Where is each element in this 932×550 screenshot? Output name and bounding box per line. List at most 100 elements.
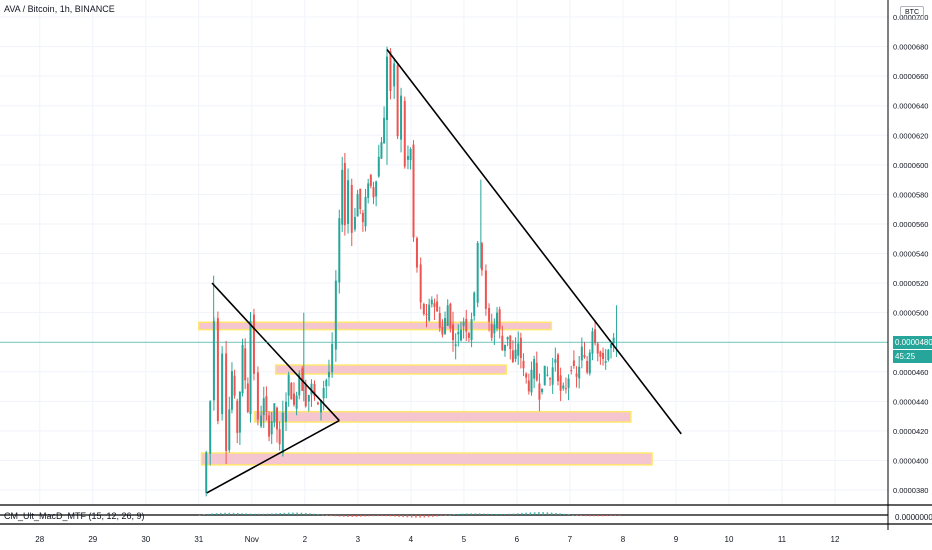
- candle-body: [594, 329, 597, 344]
- macd-bar: [372, 515, 375, 517]
- candle-body: [246, 383, 249, 412]
- zone-rect: [274, 364, 508, 375]
- macd-bar: [461, 513, 464, 515]
- grid: [0, 0, 888, 505]
- candle-body: [580, 346, 583, 361]
- currency-badge[interactable]: BTC: [900, 6, 924, 20]
- candle-body: [292, 393, 295, 405]
- candle-body: [470, 319, 473, 341]
- candle-body: [341, 169, 344, 225]
- candle-body: [256, 372, 259, 420]
- y-tick-label: 0.0000400: [893, 456, 928, 465]
- macd-bar: [482, 513, 485, 515]
- candle-body: [322, 387, 325, 399]
- candle-body: [325, 380, 328, 387]
- candle-body: [496, 312, 499, 329]
- candle-body: [506, 336, 509, 340]
- candle-body: [375, 181, 378, 197]
- trendlines[interactable]: [206, 49, 682, 494]
- candle-body: [604, 361, 607, 363]
- macd-bar: [478, 513, 481, 515]
- macd-bar: [393, 515, 396, 517]
- x-tick-label: 6: [515, 535, 520, 544]
- macd-bar: [376, 515, 379, 517]
- indicator-label[interactable]: CM_Ult_MacD_MTF (15, 12, 26, 9): [4, 511, 145, 521]
- candle-body: [459, 329, 462, 341]
- candle-body: [498, 309, 501, 329]
- candle-body: [446, 305, 449, 326]
- macd-bar: [432, 515, 434, 517]
- macd-bar: [555, 512, 557, 515]
- macd-bar: [287, 512, 290, 515]
- macd-bar: [470, 513, 472, 515]
- candle-body: [425, 314, 428, 316]
- candle-body: [612, 337, 615, 344]
- macd-bar: [605, 515, 608, 517]
- candle-body: [233, 375, 236, 396]
- candle-body: [205, 452, 208, 494]
- macd-bar: [368, 515, 371, 517]
- macd-bar: [444, 515, 447, 516]
- candle-body: [430, 299, 433, 305]
- candle-body: [567, 378, 570, 388]
- y-tick-label: 0.0000620: [893, 131, 928, 140]
- macd-bar: [601, 515, 604, 517]
- candle-body: [228, 409, 231, 451]
- macd-bar: [355, 515, 358, 517]
- macd-bar: [533, 512, 536, 515]
- macd-bar: [419, 515, 421, 518]
- macd-bar: [236, 513, 239, 515]
- candle-body: [428, 304, 431, 321]
- macd-bar: [232, 512, 235, 515]
- y-tick-label: 0.0000460: [893, 368, 928, 377]
- macd-bar: [529, 512, 532, 515]
- candle-body: [454, 344, 457, 347]
- macd-bar: [466, 513, 468, 515]
- candle-body: [327, 371, 330, 378]
- macd-bar: [364, 515, 366, 517]
- candle-body: [484, 270, 487, 309]
- x-tick-label: 29: [88, 535, 97, 544]
- candle-body: [307, 394, 310, 402]
- macd-bar: [563, 513, 566, 515]
- macd-bar: [406, 515, 409, 518]
- macd-bar: [279, 513, 281, 515]
- macd-bar: [338, 515, 341, 517]
- macd-bar: [504, 513, 506, 515]
- x-tick-label: 7: [568, 535, 573, 544]
- y-tick-label: 0.0000420: [893, 427, 928, 436]
- candle-body: [389, 51, 392, 91]
- candle-body: [350, 184, 353, 233]
- y-tick-label: 0.0000540: [893, 250, 928, 259]
- macd-bar: [343, 515, 345, 517]
- candle-body: [361, 212, 364, 223]
- candle-body: [444, 318, 447, 334]
- macd-bar: [330, 515, 332, 516]
- macd-bar: [385, 515, 388, 517]
- macd-bar: [292, 512, 294, 515]
- candle-body: [241, 345, 244, 394]
- candle-body: [262, 398, 265, 416]
- candle-body: [419, 264, 422, 303]
- candle-body: [467, 333, 470, 338]
- last-price-label: 0.0000480: [893, 336, 932, 350]
- candle-body: [230, 371, 233, 410]
- candle-body: [609, 344, 612, 348]
- macd-bar: [610, 515, 612, 516]
- macd-bar: [521, 513, 523, 515]
- y-tick-label: 0.0000680: [893, 43, 928, 52]
- candle-body: [554, 359, 557, 363]
- candle-body: [403, 100, 406, 167]
- macd-bar: [495, 513, 498, 515]
- y-tick-label: 0.0000520: [893, 279, 928, 288]
- macd-bar: [398, 515, 400, 517]
- x-tick-label: 3: [356, 535, 361, 544]
- macd-bar: [542, 512, 544, 515]
- candle-body: [490, 324, 493, 338]
- macd-bar: [457, 513, 460, 515]
- candle-body: [572, 360, 575, 367]
- candle-body: [559, 375, 562, 391]
- x-tick-label: 5: [462, 535, 467, 544]
